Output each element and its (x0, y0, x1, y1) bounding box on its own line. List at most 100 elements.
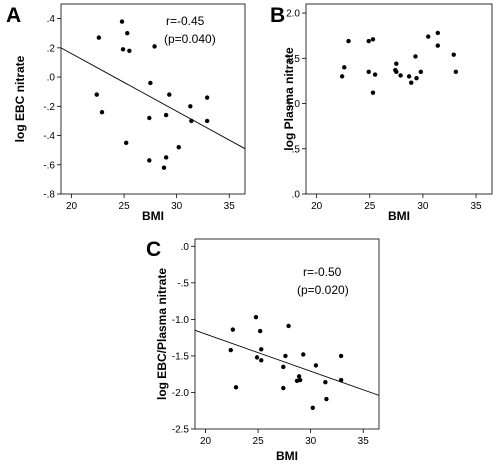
data-point (161, 165, 167, 170)
data-point (394, 61, 399, 66)
data-point (370, 37, 376, 42)
data-point (148, 80, 153, 86)
regression-line (60, 47, 246, 150)
data-point (339, 74, 345, 79)
data-point (152, 44, 157, 49)
x-axis-title-c: BMI (276, 449, 298, 463)
y-tick-label: .5 (292, 144, 301, 155)
data-point (394, 69, 399, 75)
data-point (281, 364, 286, 370)
y-tick-label: .0 (47, 73, 56, 84)
data-point (147, 115, 152, 121)
y-tick-label: 1.5 (286, 54, 300, 65)
data-point (310, 405, 315, 411)
x-axis-title-a: BMI (142, 209, 164, 223)
axis-ticks-a: 20 25 30 35 .4 .2 .0 -.2 -.4 -.6 -.8 (43, 14, 235, 212)
panel-c: C 20 25 30 35.0-.5-1.0-1.5-2.0-2.5 r=-0.50 … (146, 238, 380, 463)
data-point (338, 377, 344, 383)
annotation-r-a: r=-0.45 (166, 14, 205, 28)
data-point (94, 92, 99, 97)
data-point (346, 38, 351, 44)
y-tick-label: -.8 (43, 190, 55, 201)
data-point (120, 47, 126, 52)
data-point (233, 385, 239, 390)
data-point (366, 38, 371, 44)
y-axis-title-b: log Plasma nitrate (282, 47, 296, 151)
data-point (435, 43, 440, 48)
data-point (163, 155, 169, 160)
annotation-p-a: (p=0.040) (164, 32, 216, 46)
fit-line-a (60, 47, 246, 150)
data-point (254, 355, 260, 360)
axis-ticks-c: 20 25 30 35 .0 -.5 -1.0 -1.5 -2.0 -2.5 (172, 242, 369, 447)
axis-ticks-b: 20 25 30 35 2.0 1.5 1.0 .5 .0 (286, 9, 482, 212)
data-point (451, 52, 456, 57)
data-point (324, 396, 329, 402)
x-tick-label: 30 (417, 201, 429, 212)
y-tick-label: -.6 (43, 160, 55, 171)
data-point (296, 374, 302, 379)
data-point (123, 140, 129, 146)
regression-line (194, 329, 380, 396)
data-point (189, 118, 194, 124)
plot-frame-a (60, 3, 246, 195)
data-point (372, 72, 378, 77)
x-tick-label: 20 (200, 436, 212, 447)
x-tick-label: 30 (305, 436, 317, 447)
data-point (413, 54, 418, 59)
x-tick-label: 30 (171, 201, 183, 212)
data-point (228, 347, 233, 353)
y-tick-label: -.4 (43, 131, 55, 142)
y-tick-label: 2.0 (286, 9, 300, 20)
y-tick-label: .0 (292, 190, 301, 201)
panel-letter-b: B (270, 4, 285, 27)
x-tick-label: 35 (224, 201, 236, 212)
data-point (253, 314, 259, 320)
data-point (259, 358, 264, 363)
data-point (435, 30, 440, 36)
x-tick-label: 35 (470, 201, 482, 212)
data-point (125, 31, 130, 36)
annotation-p-c: (p=0.020) (297, 283, 349, 297)
data-point (283, 353, 288, 359)
data-point (370, 90, 376, 95)
plot-frame-c (194, 238, 380, 430)
y-axis-title-c: log EBC/Plasma nitrate (155, 268, 169, 400)
data-point (127, 48, 132, 53)
y-tick-label: 1.0 (286, 99, 300, 110)
data-point (281, 385, 286, 391)
data-point (99, 109, 105, 115)
data-point (418, 69, 423, 75)
data-point (406, 74, 412, 79)
data-point (204, 95, 210, 100)
points-b (339, 30, 459, 95)
x-tick-label: 35 (358, 436, 370, 447)
data-point (163, 112, 169, 118)
y-tick-label: -2.0 (172, 388, 190, 399)
points-c (228, 314, 344, 411)
y-tick-label: -1.0 (172, 315, 190, 326)
data-point (147, 158, 152, 163)
data-point (414, 75, 419, 81)
data-point (366, 69, 371, 75)
y-tick-label: -1.5 (172, 351, 190, 362)
x-tick-label: 25 (253, 436, 265, 447)
data-point (259, 347, 264, 352)
data-point (297, 377, 303, 383)
data-point (342, 65, 347, 70)
panel-letter-c: C (146, 238, 161, 261)
y-tick-label: .4 (47, 14, 56, 25)
data-point (119, 19, 125, 24)
data-point (204, 118, 210, 124)
data-point (286, 323, 291, 329)
x-tick-label: 20 (66, 201, 78, 212)
x-axis-title-b: BMI (388, 209, 410, 223)
fit-line-c (194, 329, 380, 396)
y-tick-label: -.5 (177, 278, 189, 289)
data-point (313, 363, 319, 368)
y-tick-label: -.2 (43, 102, 55, 113)
data-point (167, 92, 172, 97)
data-point (409, 80, 414, 85)
data-point (323, 380, 328, 385)
